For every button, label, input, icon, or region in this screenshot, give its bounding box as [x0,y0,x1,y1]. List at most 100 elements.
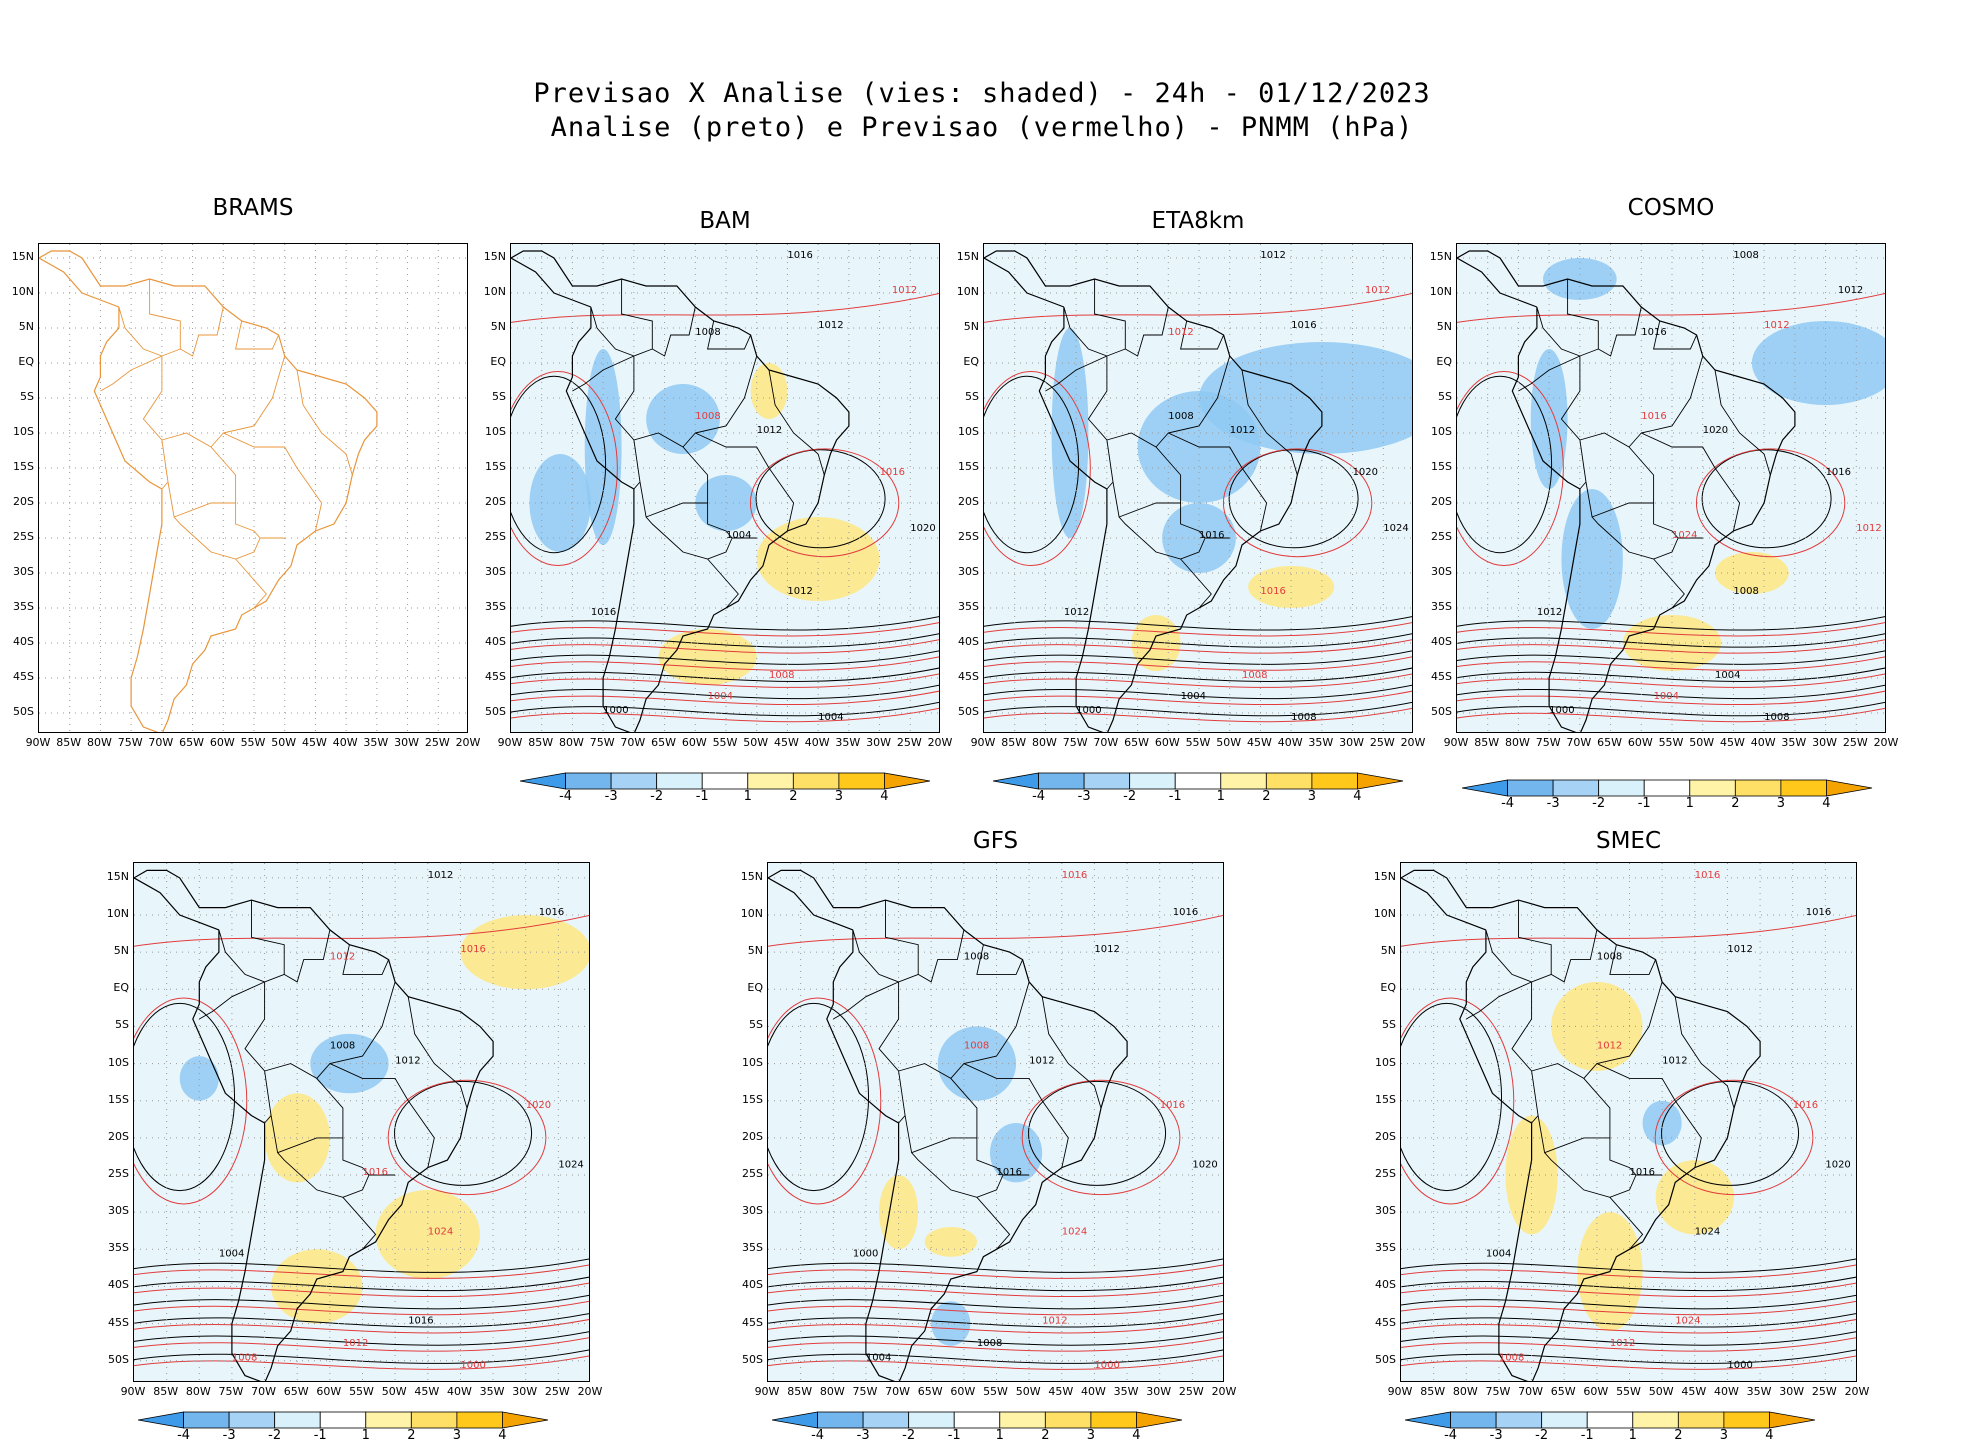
panel-title-eta8km: ETA8km [1151,208,1245,234]
lon-tick-label: 65W [1550,1385,1576,1398]
isobar-value-label: 1012 [818,320,843,331]
forecast-isobar [1457,639,1885,654]
lon-tick-label: 75W [1535,736,1561,749]
colorbar-swatch [792,772,840,790]
coastline [39,250,378,732]
lat-tick-label: 20S [1375,1129,1396,1143]
colorbar-label: -4 [1032,789,1046,804]
lat-tick-label: 10N [106,907,129,920]
bias-positive-area [1655,1160,1734,1235]
colorbar-label: 1 [743,789,752,804]
lat-tick-label: 25S [742,1167,763,1180]
analysis-isobar [511,650,939,665]
lat-tick-label: 15N [483,250,506,263]
lat-tick-label: 5S [965,390,979,403]
analysis-isobar [511,375,607,554]
forecast-isobar [511,639,939,654]
lon-tick-label: 80W [185,1385,211,1398]
lat-tick-label: 10N [11,285,34,298]
lat-tick-label: 50S [13,705,34,718]
colorbar-swatch [456,1411,503,1429]
colorbar-swatch [1044,1411,1092,1429]
analysis-isobar [134,1002,236,1192]
lon-tick-label: 75W [218,1385,244,1398]
colorbar-swatch [656,772,703,790]
isobar-value-label: 1000 [603,705,628,716]
forecast-isobar [1457,673,1885,688]
isobar-value-label: 1012 [1230,425,1255,436]
lon-tick-label: 75W [117,736,143,749]
analysis-isobar [768,1276,1223,1292]
forecast-isobar [768,914,1223,947]
forecast-isobar [768,1337,1223,1352]
colorbar-label: -2 [1592,796,1606,811]
forecast-isobar [134,1337,589,1352]
forecast-isobar [1401,1319,1856,1334]
lat-tick-label: 5N [18,320,34,333]
coastline [134,869,494,1381]
lon-tick-label: 20W [1873,736,1899,749]
analysis-isobar [768,1331,1223,1346]
forecast-isobar [134,1282,589,1298]
lon-tick-label: 35W [479,1385,505,1398]
colorbar-swatch [953,1411,1001,1429]
lat-tick-label: 5S [1382,1018,1396,1032]
lon-tick-label: 90W [120,1385,146,1398]
country-border [235,558,267,609]
lon-tick-label: 50W [743,736,769,749]
lat-tick-label: 15S [742,1092,763,1106]
colorbar-swatch [908,1411,955,1429]
lon-tick-label: 40W [804,736,830,749]
bias-positive-area [1248,566,1335,608]
country-border [1550,929,1598,983]
bias-positive-area [750,363,788,419]
panel-title-brams: BRAMS [212,195,294,221]
lat-tick-label: 45S [742,1315,763,1329]
lon-tick-label: 20W [1844,1385,1870,1398]
isobar-value-label: 1000 [460,1360,485,1371]
bias-negative-area [1051,328,1089,538]
country-border [1536,306,1581,357]
bias-positive-area [375,1189,481,1279]
analysis-isobar [1660,1080,1800,1186]
figure-title-line2: Analise (preto) e Previsao (vermelho) - … [550,112,1414,143]
lon-tick-label: 85W [787,1385,813,1398]
lat-tick-label: 10N [483,285,506,298]
lon-tick-label: 65W [283,1385,309,1398]
lon-tick-label: 30W [866,736,891,749]
lat-tick-label: 35S [485,600,506,613]
bias-negative-area [931,1301,971,1346]
analysis-isobar [511,633,939,648]
isobar-value-label: 1016 [1793,1100,1818,1111]
colorbar-swatch [1507,779,1554,797]
analysis-isobar [984,375,1080,554]
isobar-value-label: 1008 [1733,586,1758,597]
lon-tick-label: 25W [424,736,450,749]
panel-title-cosmo: COSMO [1627,195,1715,221]
lon-tick-label: 45W [1048,1385,1074,1398]
forecast-isobar [768,1319,1223,1334]
isobar-value-label: 1008 [977,1338,1002,1349]
analysis-isobar [755,449,886,549]
colorbar-swatch [862,1411,910,1429]
country-border [707,558,739,609]
lon-tick-label: 90W [25,736,51,749]
lat-tick-label: EQ [1436,355,1452,368]
colorbar-label: 1 [1216,789,1225,804]
lon-tick-label: 35W [1113,1385,1139,1398]
colorbar-label: -2 [1123,789,1137,804]
colorbar-label: -1 [1637,796,1651,811]
country-border [235,503,261,539]
lat-tick-label: 30S [742,1204,763,1218]
isobar-value-label: 1008 [1764,712,1789,723]
lat-tick-label: 5N [963,320,979,333]
lon-tick-label: 80W [86,736,112,749]
isobar-value-label: 1012 [1856,523,1881,534]
isobar-value-label: 1012 [1727,944,1752,955]
analysis-isobar [1701,449,1832,549]
analysis-isobar [1457,633,1885,648]
lat-tick-label: 45S [958,670,979,683]
forecast-isobar [984,292,1412,323]
lat-tick-label: 30S [958,565,979,578]
bias-negative-area [937,1026,1017,1101]
